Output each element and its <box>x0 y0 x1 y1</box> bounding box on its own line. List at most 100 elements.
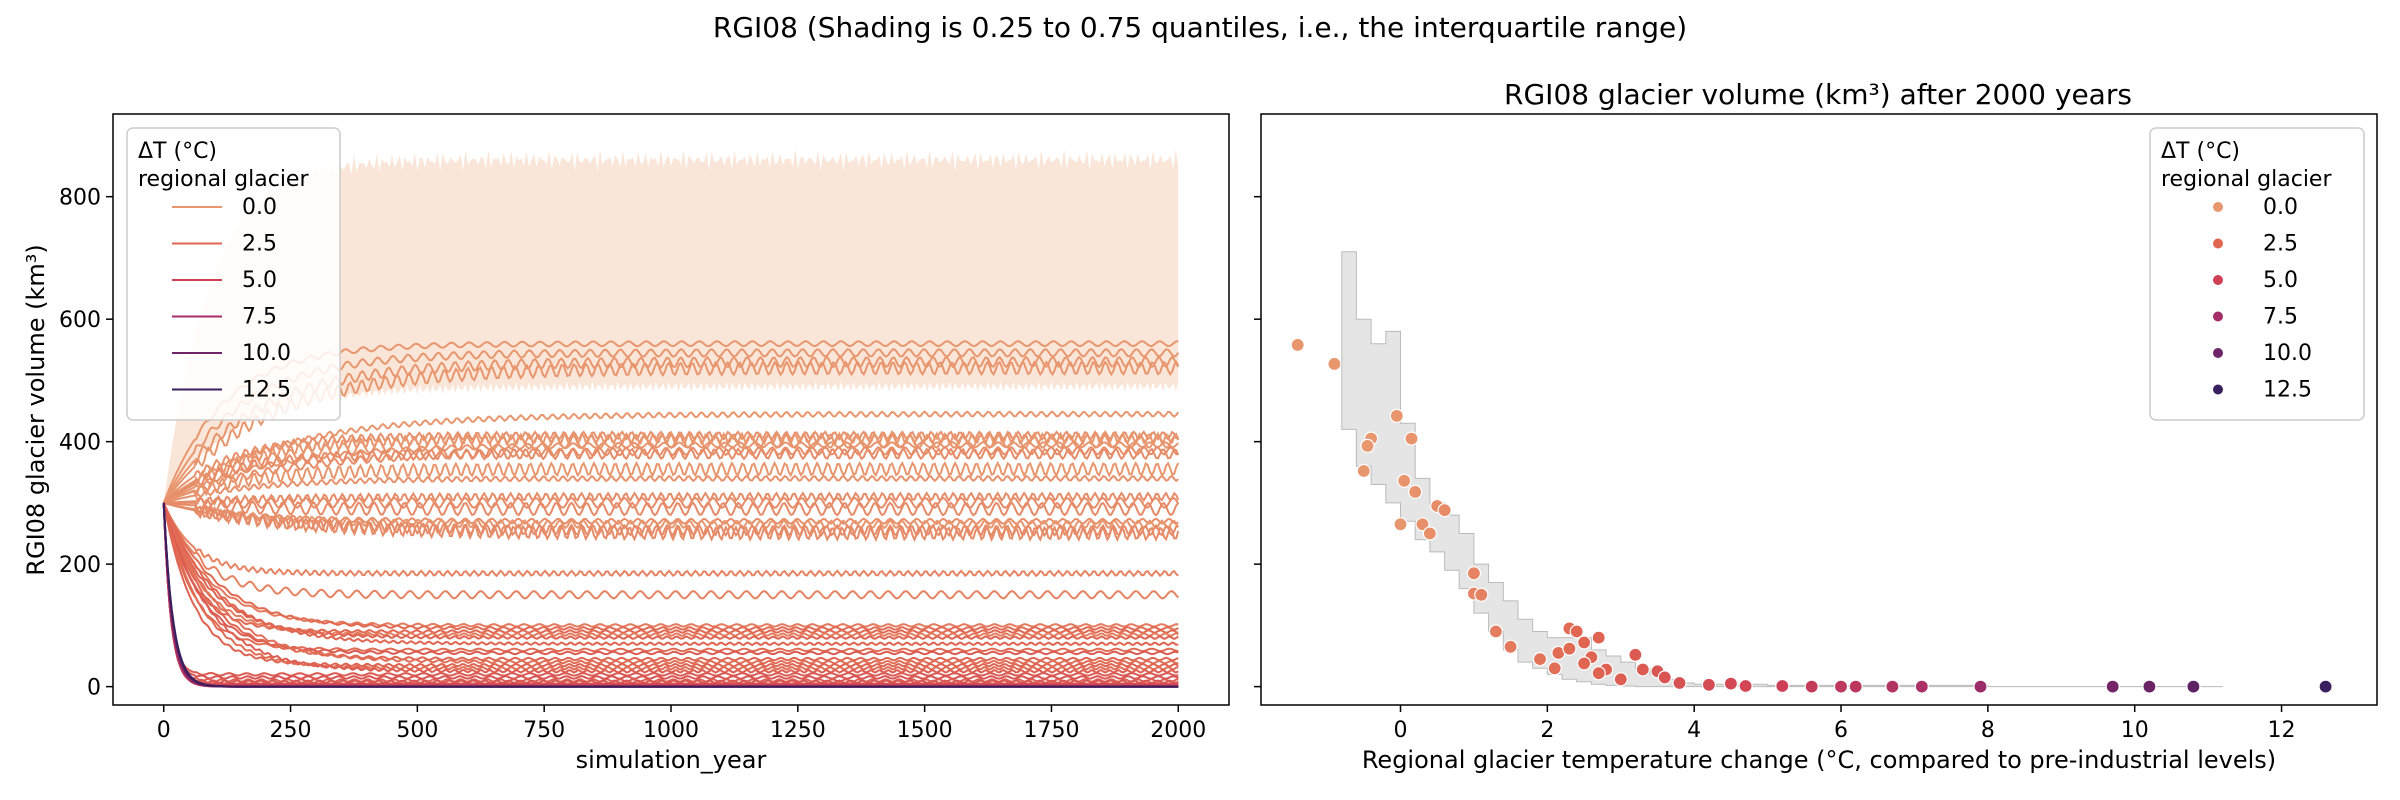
series-line <box>162 502 1179 653</box>
right-plot-area <box>1290 251 2333 694</box>
scatter-point <box>1503 639 1518 654</box>
series-line <box>162 502 1180 600</box>
scatter-point <box>1360 438 1375 453</box>
left-x-axis: 0 250 500 750 1000 1250 1500 1750 2000 <box>157 705 1206 743</box>
scatter-point <box>1547 661 1562 676</box>
scatter-point <box>1885 679 1900 694</box>
scatter-point <box>1327 356 1342 371</box>
right-x-axis-label: Regional glacier temperature change (°C,… <box>1362 746 2276 774</box>
y-tick-label: 200 <box>59 553 101 578</box>
left-y-axis: 0 200 400 600 800 <box>59 186 113 701</box>
series-line <box>162 502 1179 578</box>
right-axes-frame <box>1260 113 2378 706</box>
scatter-point <box>1613 672 1628 687</box>
scatter-point <box>1914 679 1929 694</box>
x-tick-label: 500 <box>396 718 438 743</box>
legend-entry-label: 10.0 <box>242 341 291 366</box>
series-line <box>163 499 1180 517</box>
series-line <box>162 502 1179 647</box>
scatter-point <box>2142 679 2157 694</box>
series-line <box>163 460 1180 504</box>
legend-swatch-marker <box>2212 274 2224 286</box>
scatter-point <box>1422 526 1438 541</box>
right-legend-title-line1: ΔT (°C) <box>2161 139 2240 164</box>
right-legend-frame <box>2149 127 2365 421</box>
left-legend-title-line2: regional glacier <box>138 167 309 192</box>
series-line <box>163 501 1179 525</box>
legend-entry-label: 5.0 <box>242 268 277 293</box>
left-x-axis-label: simulation_year <box>576 746 767 774</box>
scatter-point <box>1738 678 1753 694</box>
right-chart: RGI08 glacier volume (km³) after 2000 ye… <box>1254 78 2378 774</box>
series-line <box>162 502 1179 685</box>
series-line <box>162 502 1179 668</box>
x-tick-label: 250 <box>270 718 312 743</box>
left-legend-frame <box>126 127 341 421</box>
legend-entry-label: 0.0 <box>242 195 277 220</box>
scatter-point <box>1591 666 1606 681</box>
x-tick-label: 1500 <box>897 718 953 743</box>
scatter-point <box>1356 463 1371 479</box>
scatter-point <box>1474 587 1489 602</box>
left-y-axis-label: RGI08 glacier volume (km³) <box>22 244 50 575</box>
legend-entry-label: 2.5 <box>242 232 277 257</box>
scatter-point <box>1804 679 1819 694</box>
scatter-point <box>1290 337 1305 352</box>
scatter-point <box>1437 503 1452 518</box>
y-tick-label: 600 <box>59 308 101 333</box>
series-line <box>163 501 1180 530</box>
legend-entry-label: 0.0 <box>2263 195 2298 220</box>
right-chart-title: RGI08 glacier volume (km³) after 2000 ye… <box>1504 78 2132 111</box>
x-tick-label: 1250 <box>770 718 826 743</box>
left-plot-area <box>162 149 1180 688</box>
legend-swatch-marker <box>2212 237 2224 250</box>
left-chart: 0 250 500 750 1000 1250 1500 1750 2000 0 200 400 60… <box>22 113 1230 774</box>
left-iqr-band <box>163 149 1179 503</box>
x-tick-label: 0 <box>157 718 171 743</box>
scatter-point <box>1415 517 1430 532</box>
series-line <box>162 502 1179 677</box>
x-tick-label: 1750 <box>1023 718 1079 743</box>
series-line <box>163 410 1180 504</box>
series-line <box>162 502 1179 631</box>
scatter-point <box>1635 662 1650 677</box>
y-tick-label: 0 <box>87 676 101 701</box>
scatter-point <box>2318 679 2333 694</box>
series-line <box>163 491 1180 507</box>
scatter-point <box>1488 624 1504 639</box>
scatter-point <box>1389 408 1404 423</box>
series-line <box>162 502 1179 656</box>
scatter-point <box>1562 641 1577 656</box>
x-tick-label: 2 <box>1540 718 1554 743</box>
scatter-point <box>1393 517 1408 532</box>
x-tick-label: 750 <box>523 718 565 743</box>
y-tick-label: 800 <box>59 186 101 211</box>
x-tick-label: 2000 <box>1150 718 1206 743</box>
scatter-point <box>1628 647 1643 662</box>
series-line <box>162 502 1179 688</box>
x-tick-label: 0 <box>1394 718 1408 743</box>
series-line <box>163 447 1180 504</box>
right-legend-title-line2: regional glacier <box>2161 167 2332 192</box>
legend-entry-label: 10.0 <box>2263 341 2312 366</box>
scatter-point <box>1723 676 1739 691</box>
legend-entry-label: 7.5 <box>2263 305 2298 330</box>
scatter-point <box>1466 566 1482 581</box>
legend-entry-label: 2.5 <box>2263 232 2298 257</box>
series-line <box>163 431 1180 504</box>
legend-entry-label: 7.5 <box>242 305 277 330</box>
scatter-point <box>1569 624 1584 639</box>
x-tick-label: 1000 <box>643 718 699 743</box>
scatter-point <box>2186 679 2201 694</box>
scatter-point <box>1672 675 1687 691</box>
right-legend: ΔT (°C) regional glacier 0.0 2.5 5.0 7.5 10.… <box>2149 127 2365 421</box>
legend-swatch-marker <box>2212 347 2224 359</box>
x-tick-label: 8 <box>1981 718 1995 743</box>
series-line <box>162 502 1179 641</box>
x-tick-label: 4 <box>1687 718 1701 743</box>
right-x-axis: 0 2 4 6 8 10 12 <box>1394 705 2296 743</box>
scatter-point <box>1576 656 1592 671</box>
scatter-point <box>1775 678 1790 694</box>
scatter-point <box>1408 484 1423 499</box>
